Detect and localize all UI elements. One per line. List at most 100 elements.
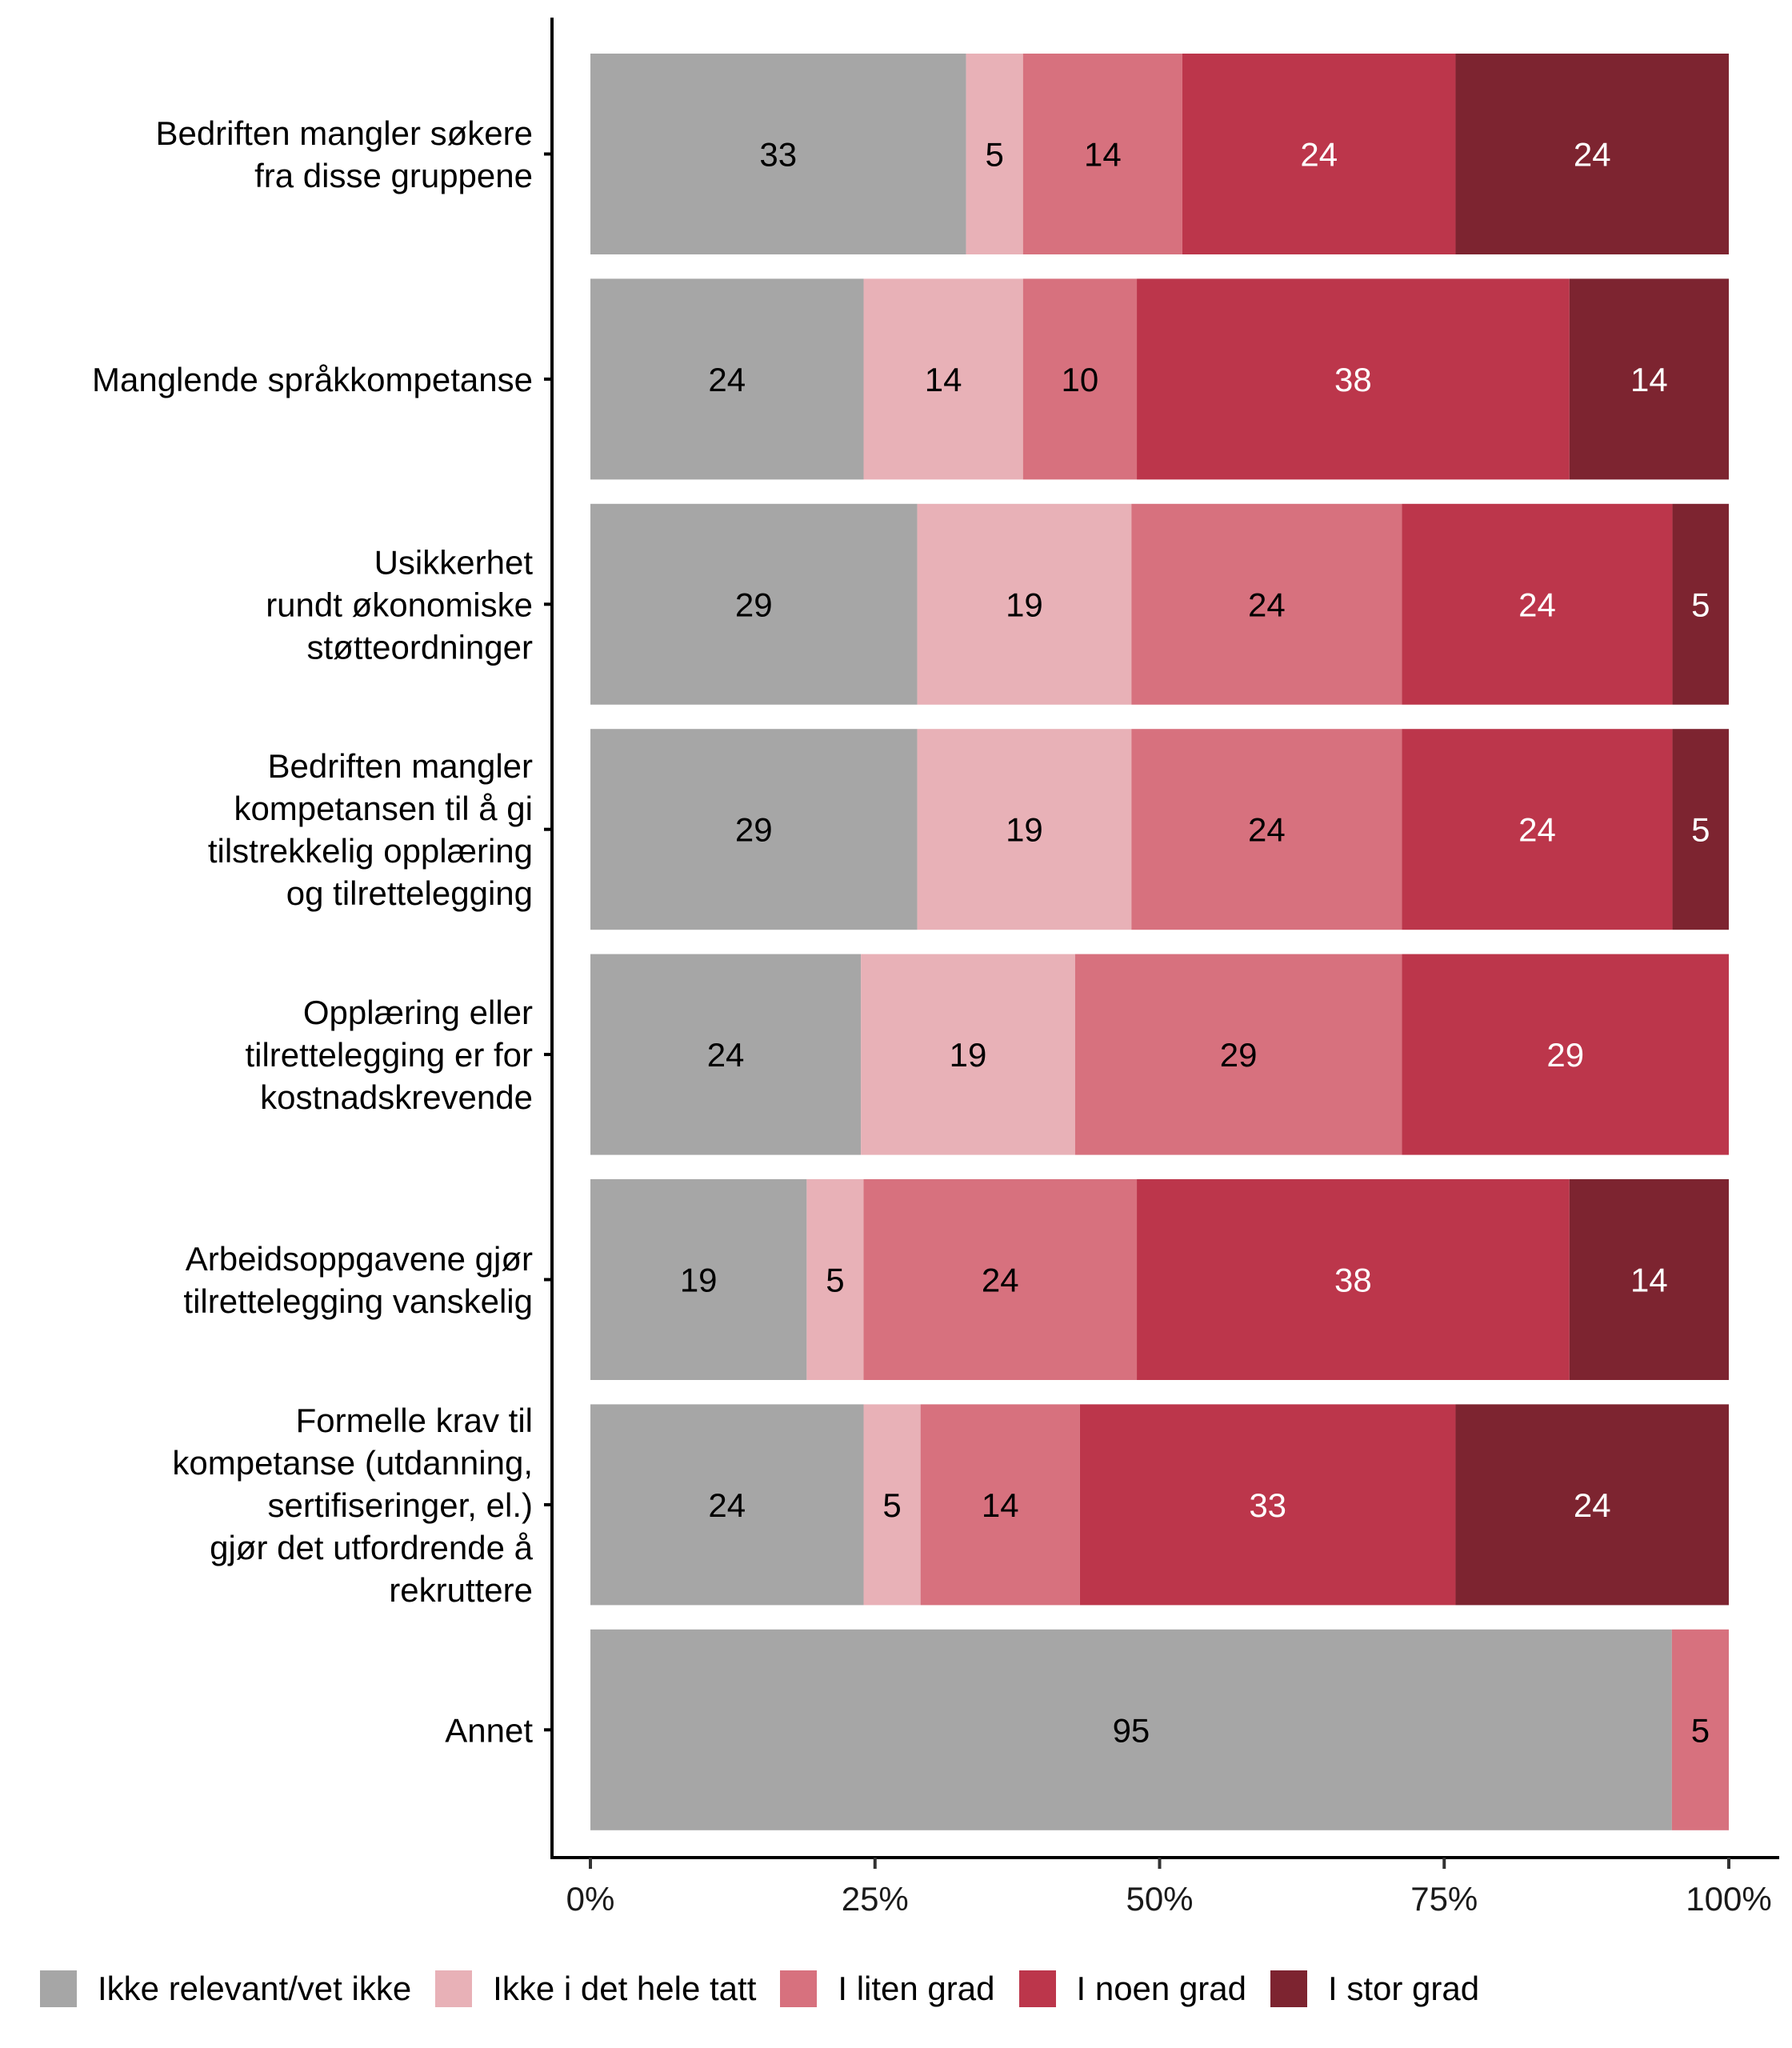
data-label: 24 <box>1248 586 1286 623</box>
bar-segment <box>1182 54 1456 254</box>
bar-segment <box>1131 503 1402 705</box>
data-label: 24 <box>1248 811 1286 849</box>
bar-segment <box>806 1179 864 1380</box>
x-tick-label: 75% <box>1410 1880 1478 1918</box>
legend-swatch <box>40 1970 77 2007</box>
bar-segment <box>920 1404 1080 1606</box>
data-label: 5 <box>882 1486 901 1524</box>
data-label: 5 <box>1691 586 1710 623</box>
data-label: 24 <box>708 1486 746 1524</box>
category-label: Arbeidsoppgavene gjør tilrettelegging van… <box>183 1240 533 1320</box>
bar-segment <box>1402 954 1729 1155</box>
bar-segment <box>861 954 1075 1155</box>
legend-item: I liten grad <box>780 1970 995 2008</box>
data-label: 5 <box>985 136 1003 174</box>
bar-segment <box>1455 54 1729 254</box>
bar-segment <box>1402 729 1673 930</box>
x-tick-label: 100% <box>1686 1880 1771 1918</box>
bar-segment <box>1672 503 1729 705</box>
bar-segment <box>863 278 1023 480</box>
bar-segment <box>1022 278 1138 480</box>
bar-segment <box>1137 1179 1570 1380</box>
bar-segment <box>1079 1404 1456 1606</box>
legend-label: Ikke i det hele tatt <box>493 1970 757 2007</box>
data-label: 33 <box>1249 1486 1286 1524</box>
bars-layer: 33 5 14 24 24 24 14 10 38 14 29 19 24 24 5 29 19 24 24 5 24 1… <box>590 54 1729 1830</box>
bar-segment <box>1022 54 1182 254</box>
bar-segment <box>1074 954 1402 1155</box>
bar-segment <box>917 503 1132 705</box>
bar-segment <box>1569 278 1729 480</box>
bar-segment <box>590 1629 1672 1830</box>
data-label: 29 <box>735 811 773 849</box>
data-label: 19 <box>1006 586 1043 623</box>
bar-segment <box>590 729 918 930</box>
data-label: 19 <box>680 1262 718 1299</box>
data-label: 14 <box>982 1486 1019 1524</box>
bar-segment <box>590 1404 864 1606</box>
data-label: 24 <box>708 361 746 398</box>
legend-swatch <box>435 1970 473 2007</box>
legend: Ikke relevant/vet ikke Ikke i det hele ta… <box>40 1970 1503 2008</box>
bar-segment <box>590 503 918 705</box>
data-label: 14 <box>1630 361 1668 398</box>
legend-item: Ikke i det hele tatt <box>435 1970 756 2008</box>
category-label: Bedriften mangler kompetansen til å gi til… <box>208 747 533 912</box>
data-label: 5 <box>826 1262 844 1299</box>
bar-segment <box>590 1179 807 1380</box>
data-label: 38 <box>1334 361 1372 398</box>
bar-segment <box>590 278 864 480</box>
data-label: 19 <box>1006 811 1043 849</box>
bar-segment <box>1671 1629 1729 1830</box>
bar-segment <box>1672 729 1729 930</box>
legend-swatch <box>1270 1970 1308 2007</box>
bar-segment <box>1402 503 1673 705</box>
legend-item: I noen grad <box>1018 1970 1247 2008</box>
data-label: 24 <box>1300 136 1338 174</box>
bar-segment <box>863 1404 921 1606</box>
category-label: Annet <box>445 1711 533 1749</box>
bar-segment <box>863 1179 1138 1380</box>
data-label: 5 <box>1691 811 1710 849</box>
data-label: 19 <box>950 1036 987 1074</box>
legend-item: I stor grad <box>1270 1970 1479 2008</box>
x-axis-ticks: 0% 25% 50% 75% 100% <box>566 1858 1772 1918</box>
data-label: 29 <box>1220 1036 1258 1074</box>
legend-item: Ikke relevant/vet ikke <box>40 1970 411 2008</box>
legend-label: Ikke relevant/vet ikke <box>98 1970 412 2007</box>
category-label: Opplæring eller tilrettelegging er for kos… <box>245 994 533 1116</box>
category-label: Formelle krav til kompetanse (utdanning, s… <box>172 1402 533 1609</box>
data-label: 14 <box>925 361 962 398</box>
data-label: 29 <box>1546 1036 1584 1074</box>
bar-segment <box>1569 1179 1729 1380</box>
data-label: 14 <box>1630 1262 1668 1299</box>
legend-label: I liten grad <box>838 1970 995 2007</box>
bar-segment <box>917 729 1132 930</box>
legend-label: I stor grad <box>1328 1970 1480 2007</box>
data-label: 29 <box>735 586 773 623</box>
data-label: 24 <box>707 1036 745 1074</box>
x-tick-label: 50% <box>1126 1880 1193 1918</box>
category-label: Manglende språkkompetanse <box>92 361 533 398</box>
legend-swatch <box>780 1970 818 2007</box>
data-label: 24 <box>1518 586 1556 623</box>
data-label: 24 <box>1518 811 1556 849</box>
category-label: Usikkerhet rundt økonomiske støtteordninge… <box>266 543 533 666</box>
data-label: 5 <box>1691 1711 1710 1749</box>
y-axis-labels: Bedriften mangler søkere fra disse gruppe… <box>92 114 552 1749</box>
data-label: 33 <box>759 136 797 174</box>
data-label: 24 <box>982 1262 1019 1299</box>
bar-segment <box>966 54 1023 254</box>
legend-label: I noen grad <box>1076 1970 1247 2007</box>
data-label: 14 <box>1084 136 1122 174</box>
legend-swatch <box>1018 1970 1056 2007</box>
data-label: 24 <box>1574 1486 1611 1524</box>
bar-segment <box>590 954 862 1155</box>
x-tick-label: 0% <box>566 1880 615 1918</box>
x-tick-label: 25% <box>842 1880 909 1918</box>
bar-segment <box>1137 278 1570 480</box>
bar-segment <box>1131 729 1402 930</box>
data-label: 10 <box>1062 361 1099 398</box>
stacked-bar-chart: 33 5 14 24 24 24 14 10 38 14 29 19 24 24 5 29 19 24 24 5 24 1… <box>92 18 1779 1918</box>
data-label: 38 <box>1334 1262 1372 1299</box>
